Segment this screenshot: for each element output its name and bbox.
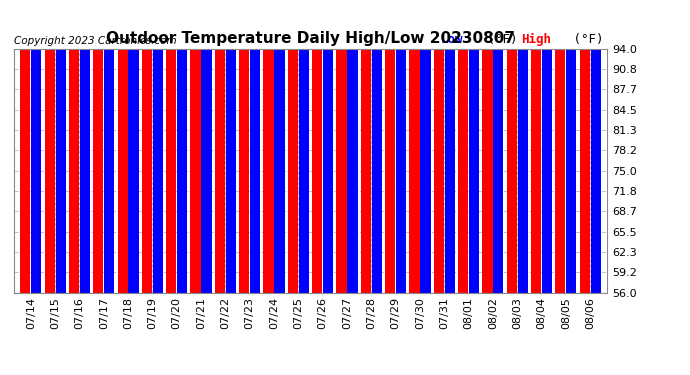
Bar <box>152 0 163 292</box>
Bar <box>444 0 455 292</box>
Bar <box>250 0 260 292</box>
Bar <box>396 0 406 292</box>
Bar <box>361 0 371 292</box>
Bar <box>555 0 566 292</box>
Bar <box>128 0 139 292</box>
Bar <box>482 0 493 292</box>
Bar <box>177 0 187 292</box>
Bar <box>518 0 528 292</box>
Bar <box>142 0 152 292</box>
Bar <box>580 0 590 292</box>
Bar <box>117 0 128 292</box>
Bar <box>166 0 177 292</box>
Bar <box>299 0 309 292</box>
Bar <box>506 0 517 292</box>
Bar <box>531 0 541 292</box>
Text: Low: Low <box>441 33 464 46</box>
Bar <box>190 0 201 292</box>
Bar <box>458 0 469 292</box>
Text: (°F): (°F) <box>566 33 603 46</box>
Title: Outdoor Temperature Daily High/Low 20230807: Outdoor Temperature Daily High/Low 20230… <box>106 31 515 46</box>
Bar <box>264 0 274 292</box>
Bar <box>80 0 90 292</box>
Bar <box>434 0 444 292</box>
Bar <box>409 0 420 292</box>
Bar <box>323 0 333 292</box>
Bar <box>93 0 104 292</box>
Bar <box>45 0 55 292</box>
Bar <box>312 0 322 292</box>
Bar <box>372 0 382 292</box>
Bar <box>591 0 601 292</box>
Bar <box>31 0 41 292</box>
Bar <box>542 0 552 292</box>
Bar <box>201 0 212 292</box>
Text: (°F): (°F) <box>480 33 517 46</box>
Bar <box>20 0 30 292</box>
Bar <box>385 0 395 292</box>
Bar <box>337 0 346 292</box>
Bar <box>275 0 284 292</box>
Bar <box>239 0 249 292</box>
Bar <box>104 0 115 292</box>
Text: High: High <box>521 33 551 46</box>
Bar <box>420 0 431 292</box>
Bar <box>55 0 66 292</box>
Text: Copyright 2023 Cartronics.com: Copyright 2023 Cartronics.com <box>14 36 177 46</box>
Bar <box>493 0 504 292</box>
Bar <box>288 0 298 292</box>
Bar <box>347 0 357 292</box>
Bar <box>469 0 479 292</box>
Bar <box>69 0 79 292</box>
Bar <box>566 0 576 292</box>
Bar <box>226 0 236 292</box>
Bar <box>215 0 225 292</box>
